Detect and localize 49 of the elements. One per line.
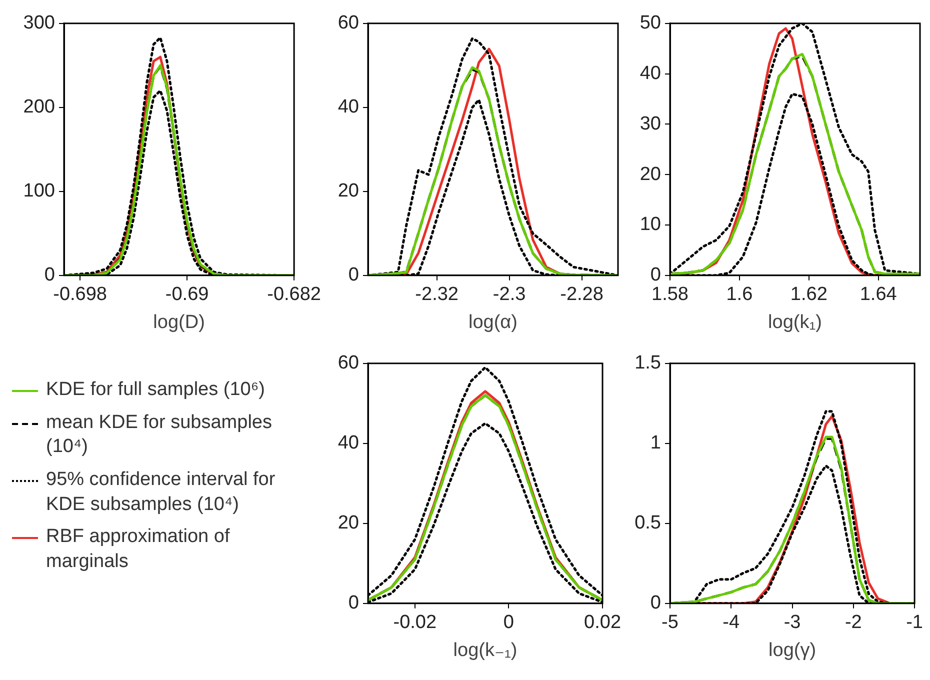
y-tick-label: 0 — [348, 264, 359, 286]
y-tick-label: 300 — [23, 12, 55, 34]
x-tick-label: -0.698 — [53, 284, 107, 306]
x-axis-title: log(D) — [153, 312, 205, 333]
y-tick-label: 60 — [338, 12, 359, 34]
y-tick-label: 40 — [338, 96, 359, 118]
x-tick-label: -2.32 — [415, 284, 458, 306]
x-tick-label: 1.62 — [790, 284, 828, 306]
y-tick-label: 1 — [650, 432, 661, 454]
y-tick-label: 40 — [640, 63, 661, 84]
x-tick-label: -1 — [906, 612, 924, 634]
y-tick-label: 60 — [338, 352, 359, 374]
y-tick-label: 0.5 — [634, 512, 661, 534]
x-axis-title: log(k₁) — [768, 312, 822, 333]
legend-label: KDE for full samples (10⁶) — [46, 378, 266, 402]
x-tick-label: -2 — [844, 612, 862, 634]
legend-label: RBF approximation of marginals — [46, 525, 231, 574]
y-tick-label: 100 — [23, 180, 55, 202]
legend-label: mean KDE for subsamples (10⁴) — [46, 410, 273, 460]
x-axis-title: log(k₋₁) — [453, 640, 518, 661]
x-axis-title: log(γ) — [768, 640, 816, 661]
y-tick-label: 20 — [338, 512, 359, 534]
y-tick-label: 20 — [640, 164, 661, 185]
x-tick-label: -5 — [662, 612, 678, 634]
x-tick-label: 1.6 — [726, 284, 753, 306]
x-tick-label: -3 — [784, 612, 801, 634]
y-tick-label: 40 — [338, 432, 359, 454]
x-tick-label: 1.58 — [652, 284, 688, 306]
y-tick-label: 10 — [640, 214, 661, 236]
y-tick-label: 30 — [640, 113, 661, 134]
x-tick-label: -2.3 — [492, 284, 526, 306]
y-tick-label: 0 — [650, 592, 661, 614]
y-tick-label: 0 — [44, 264, 55, 286]
y-tick-label: 0 — [650, 264, 661, 286]
x-axis-title: log(α) — [468, 312, 518, 333]
y-tick-label: 50 — [640, 12, 661, 34]
x-tick-label: -0.69 — [165, 284, 209, 306]
y-tick-label: 200 — [23, 96, 55, 118]
x-tick-label: 0.02 — [584, 612, 621, 634]
y-tick-label: 20 — [338, 180, 359, 202]
x-tick-label: -2.28 — [560, 284, 604, 306]
x-tick-label: -0.682 — [267, 284, 321, 306]
x-tick-label: 0 — [503, 612, 514, 634]
y-tick-label: 1.5 — [634, 352, 661, 374]
legend-label: 95% confidence interval for KDE subsamples (10⁴) — [46, 468, 276, 517]
x-tick-label: -0.02 — [393, 612, 437, 634]
x-tick-label: 1.64 — [860, 284, 898, 306]
y-tick-label: 0 — [348, 592, 359, 614]
x-tick-label: -4 — [722, 612, 740, 634]
